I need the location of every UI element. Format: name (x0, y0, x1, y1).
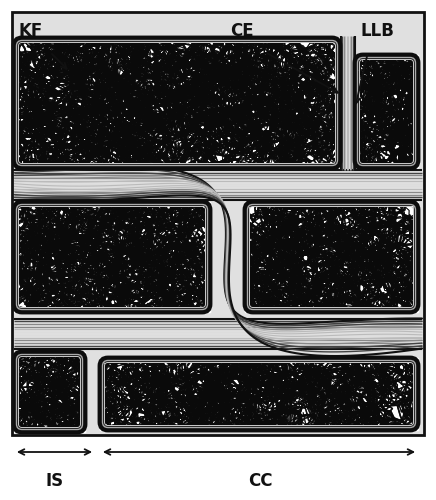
Text: IS: IS (46, 472, 64, 490)
Bar (100, 358, 418, 430)
Text: CE: CE (230, 22, 254, 40)
Bar (245, 202, 418, 312)
Bar (14, 38, 340, 168)
Bar (14, 352, 85, 432)
Bar (245, 202, 418, 312)
Bar (12, 12, 424, 435)
Bar (14, 202, 210, 312)
Bar (355, 55, 418, 168)
Bar (14, 352, 85, 432)
Bar (14, 202, 210, 312)
Text: CC: CC (248, 472, 272, 490)
Bar (100, 358, 418, 430)
Text: LLB: LLB (360, 22, 394, 40)
Bar (12, 12, 424, 435)
Bar (14, 38, 340, 168)
Bar (355, 55, 418, 168)
Text: KF: KF (18, 22, 42, 40)
